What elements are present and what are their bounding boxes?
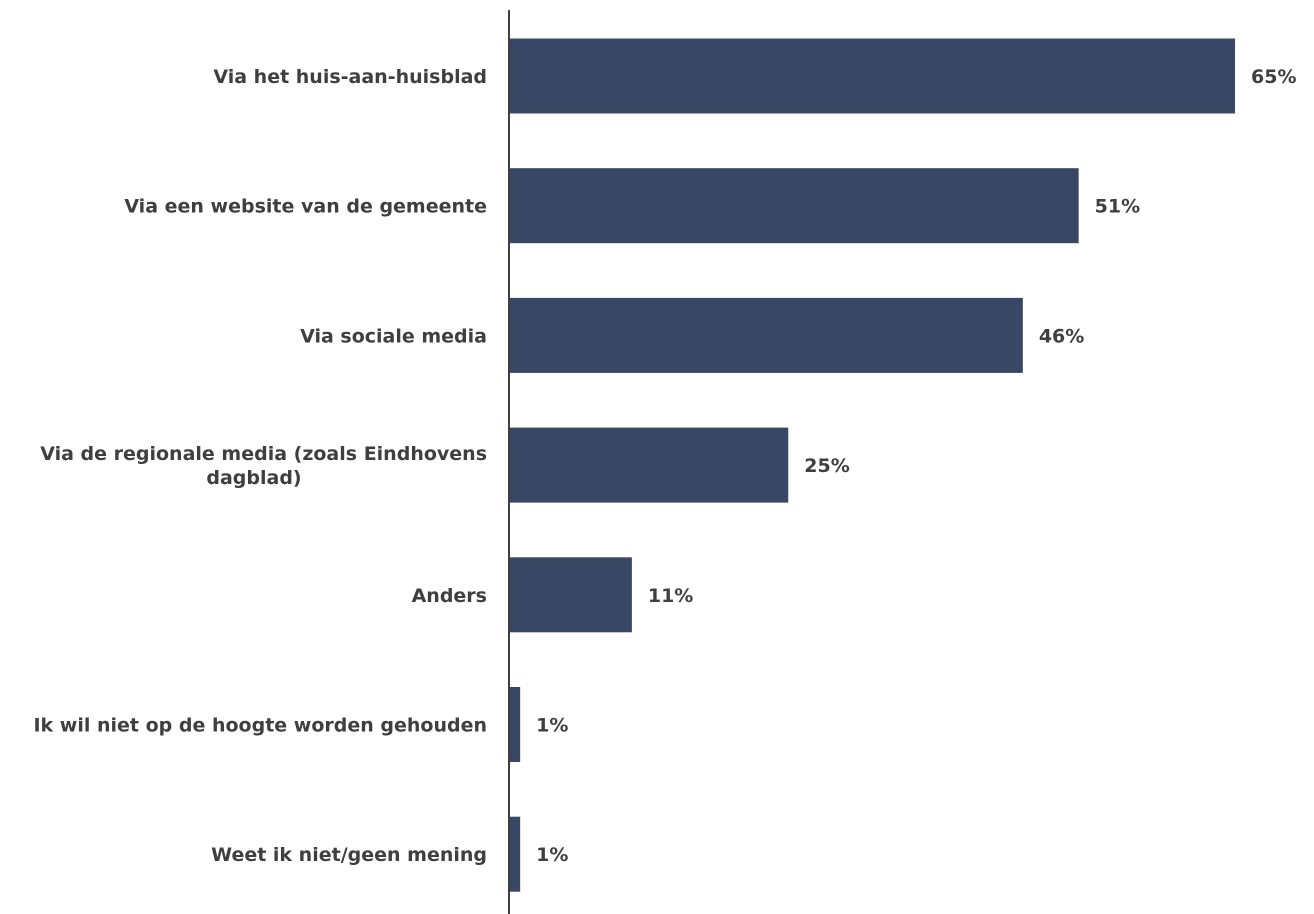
- category-label: Via sociale media: [300, 325, 487, 347]
- bar: [509, 687, 521, 762]
- category-label-line: Via de regionale media (zoals Eindhovens: [40, 443, 487, 465]
- category-label: Via het huis-aan-huisblad: [213, 66, 487, 88]
- category-label-line: dagblad): [206, 467, 301, 489]
- bar: [509, 38, 1236, 114]
- value-label: 1%: [536, 715, 568, 737]
- category-label: Via een website van de gemeente: [124, 196, 487, 218]
- bar: [509, 427, 789, 503]
- category-label: Via de regionale media (zoals Eindhovens…: [40, 443, 487, 489]
- category-label: Weet ik niet/geen mening: [211, 844, 487, 866]
- bar: [509, 168, 1079, 244]
- value-labels-group: 65% 51% 46% 25% 11% 1% 1%: [536, 66, 1296, 866]
- value-label: 51%: [1095, 196, 1140, 218]
- value-label: 11%: [648, 585, 693, 607]
- category-label: Ik wil niet op de hoogte worden gehouden: [33, 715, 487, 737]
- bar: [509, 297, 1023, 373]
- bar: [509, 557, 632, 633]
- value-label: 46%: [1039, 325, 1084, 347]
- value-label: 65%: [1251, 66, 1296, 88]
- bars-group: [509, 38, 1236, 892]
- category-label: Anders: [412, 585, 487, 607]
- value-label: 1%: [536, 844, 568, 866]
- bar: [509, 816, 521, 892]
- category-labels-group: Via het huis-aan-huisblad Via een website…: [33, 66, 487, 866]
- value-label: 25%: [804, 455, 849, 477]
